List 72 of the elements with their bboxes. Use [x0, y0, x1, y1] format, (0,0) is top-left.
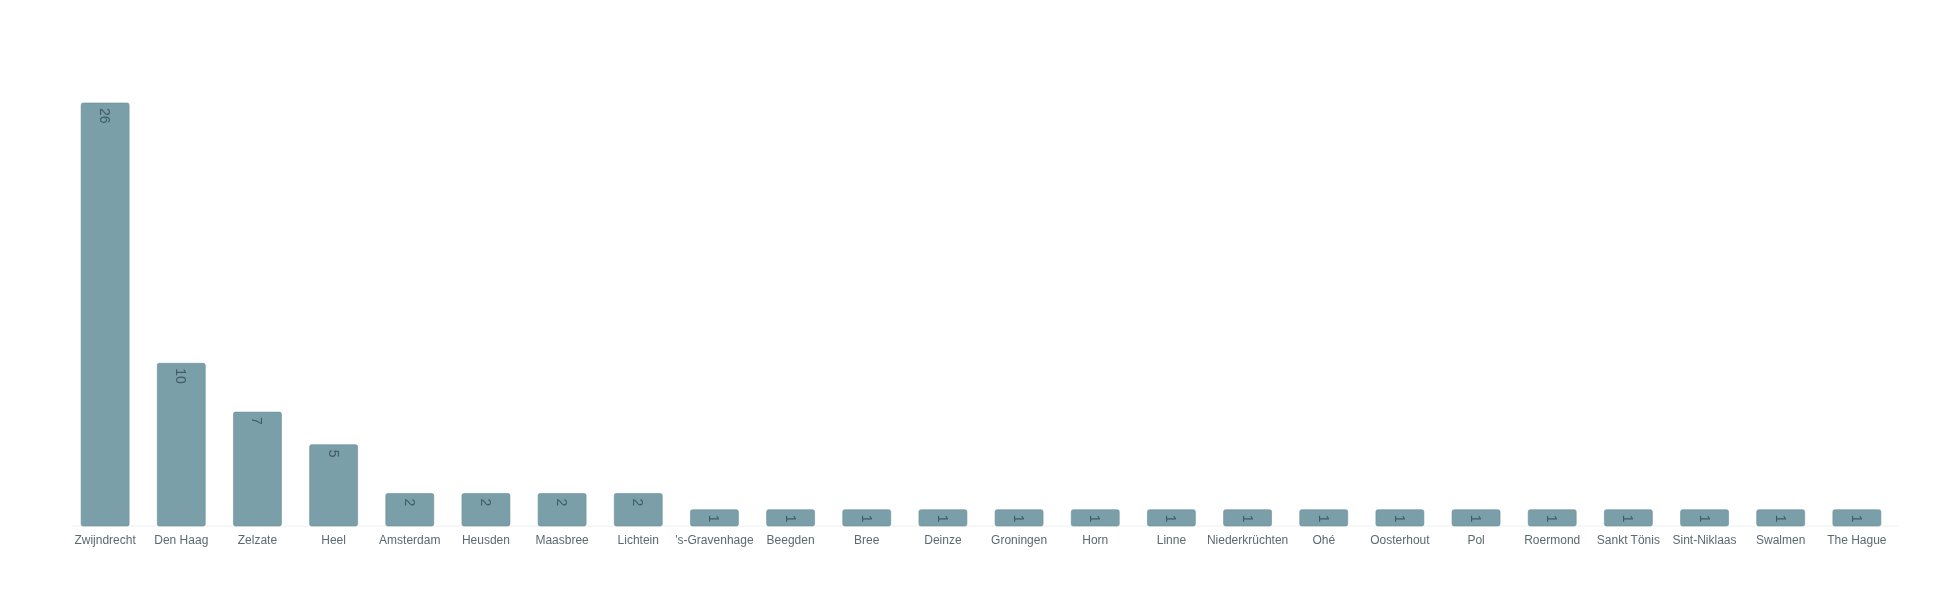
x-tick-label: Oosterhout: [1370, 533, 1431, 547]
data-label: 2: [401, 498, 418, 507]
data-label: 2: [630, 498, 647, 507]
x-tick-label: The Hague: [1827, 533, 1887, 547]
bar: [613, 493, 663, 527]
bar: [690, 509, 739, 527]
x-tick-label: Groningen: [991, 533, 1048, 547]
bar: [994, 509, 1044, 527]
data-label: 1: [1163, 514, 1180, 523]
bar: [157, 363, 206, 527]
x-tick-label: Swalmen: [1756, 533, 1806, 547]
bar: [1375, 509, 1425, 527]
bar: [1832, 509, 1882, 527]
bar: [385, 493, 435, 527]
data-label: 10: [173, 368, 190, 385]
data-label: 1: [1848, 514, 1865, 523]
x-tick-label: Niederkrüchten: [1206, 533, 1289, 547]
bar: [537, 493, 587, 527]
bar: [309, 444, 358, 527]
data-label: 1: [782, 514, 799, 523]
x-tick-label: Bree: [854, 533, 880, 547]
data-label: 1: [934, 514, 951, 523]
x-tick-label: Lichtein: [617, 533, 659, 547]
x-tick-label: Pol: [1467, 533, 1485, 547]
x-tick-label: Roermond: [1524, 533, 1581, 547]
data-label: 7: [249, 417, 266, 426]
x-tick-label: Amsterdam: [379, 533, 441, 547]
bar: [1451, 509, 1501, 527]
data-label: 1: [1468, 514, 1485, 523]
bar: [1070, 509, 1120, 527]
bar: [233, 411, 282, 527]
data-label: 1: [1315, 514, 1332, 523]
x-tick-label: Beegden: [766, 533, 815, 547]
x-tick-label: 's-Gravenhage: [675, 533, 754, 547]
data-label: 5: [325, 449, 342, 458]
bar: [1680, 509, 1729, 527]
bar: [80, 102, 130, 527]
data-label: 1: [1011, 514, 1028, 523]
x-tick-label: Horn: [1082, 533, 1109, 547]
bar: [1223, 509, 1272, 527]
x-tick-label: Den Haag: [154, 533, 209, 547]
x-tick-label: Linne: [1156, 533, 1187, 547]
data-label: 26: [97, 108, 114, 124]
data-label: 1: [1391, 514, 1408, 523]
bar: [1147, 509, 1196, 527]
data-label: 1: [1772, 514, 1789, 523]
bar: [766, 509, 815, 527]
x-tick-label: Deinze: [924, 533, 962, 547]
data-label: 1: [858, 514, 875, 523]
data-label: 1: [1544, 514, 1561, 523]
data-label: 1: [1696, 514, 1713, 523]
x-tick-label: Zwijndrecht: [74, 533, 137, 547]
x-tick-label: Heusden: [461, 533, 510, 547]
bar: [1299, 509, 1349, 527]
bar: [1604, 509, 1653, 527]
data-label: 1: [706, 514, 723, 523]
bar: [918, 509, 968, 527]
x-tick-label: Zelzate: [237, 533, 278, 547]
bar: [842, 509, 892, 527]
data-label: 1: [1239, 514, 1256, 523]
data-label: 1: [1620, 514, 1637, 523]
data-label: 2: [554, 498, 571, 507]
bar: [1756, 509, 1805, 527]
x-tick-label: Ohé: [1312, 533, 1336, 547]
bar: [1527, 509, 1577, 527]
data-label: 2: [477, 498, 494, 507]
x-tick-label: Sint-Niklaas: [1672, 533, 1737, 547]
data-label: 1: [1087, 514, 1104, 523]
x-tick-label: Maasbree: [535, 533, 590, 547]
x-tick-label: Sankt Tönis: [1596, 533, 1660, 547]
bar: [461, 493, 511, 527]
x-tick-label: Heel: [321, 533, 346, 547]
